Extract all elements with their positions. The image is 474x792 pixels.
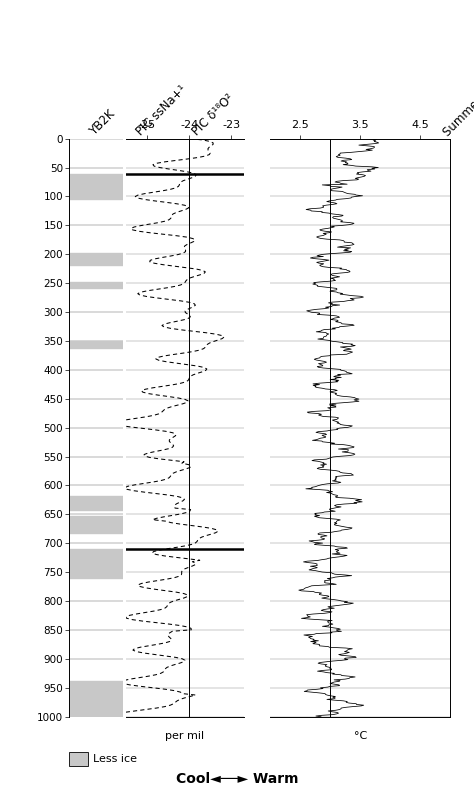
Text: Less ice: Less ice [93,754,137,763]
Text: PIC δ¹⁸O²: PIC δ¹⁸O² [190,92,237,139]
Bar [69,341,123,348]
Bar [69,496,123,510]
Text: °C: °C [354,731,367,741]
Bar [69,549,123,578]
Text: per mil: per mil [165,731,204,741]
Text: Summer temp, Donard varves⁵: Summer temp, Donard varves⁵ [441,0,474,139]
Bar [69,253,123,265]
Bar [69,174,123,200]
Bar [69,681,123,717]
Bar [69,516,123,533]
Text: Cool◄──► Warm: Cool◄──► Warm [176,772,298,786]
Text: PIC ssNa+¹: PIC ssNa+¹ [134,83,190,139]
Bar [69,282,123,287]
Text: YB2K: YB2K [87,108,118,139]
